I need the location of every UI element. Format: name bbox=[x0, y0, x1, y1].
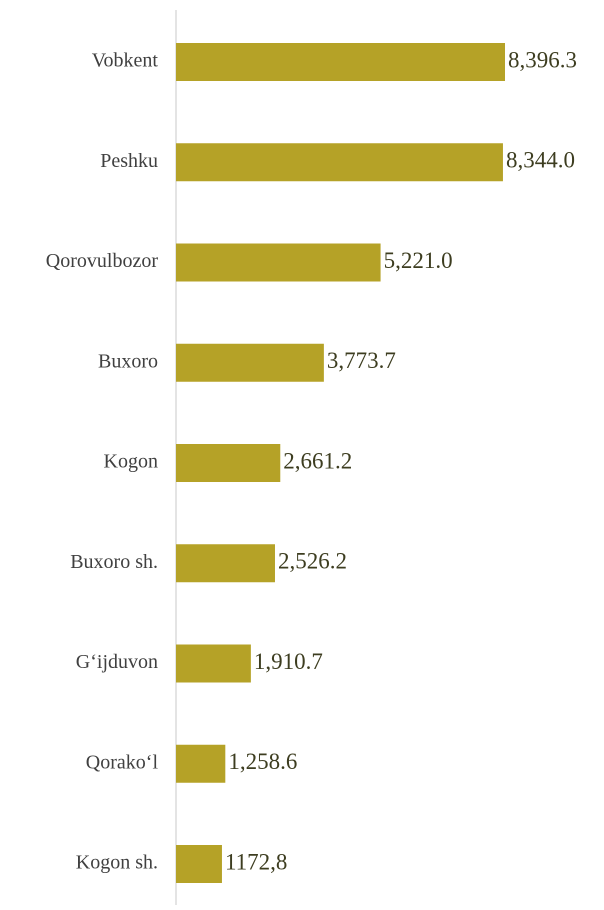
bar bbox=[176, 845, 222, 883]
data-label: 1172,8 bbox=[225, 849, 287, 874]
data-label: 8,344.0 bbox=[506, 148, 575, 173]
category-label: Qorako‘l bbox=[86, 751, 159, 773]
category-label: G‘ijduvon bbox=[76, 651, 158, 673]
bar bbox=[176, 243, 381, 282]
bar bbox=[176, 143, 503, 182]
data-label: 1,910.7 bbox=[254, 649, 323, 674]
data-label: 2,661.2 bbox=[283, 448, 352, 473]
bar bbox=[176, 744, 226, 783]
category-label: Peshku bbox=[100, 150, 158, 172]
data-label: 8,396.3 bbox=[508, 47, 577, 72]
category-label: Buxoro bbox=[98, 350, 158, 372]
data-label: 5,221.0 bbox=[384, 248, 453, 273]
data-label: 3,773.7 bbox=[327, 348, 396, 373]
category-label: Vobkent bbox=[92, 50, 159, 72]
bar bbox=[176, 43, 505, 81]
bar bbox=[176, 343, 324, 382]
data-label: 1,258.6 bbox=[228, 749, 297, 774]
category-label: Qorovulbozor bbox=[46, 250, 159, 272]
bar bbox=[176, 444, 281, 482]
bar bbox=[176, 644, 251, 683]
bar bbox=[176, 544, 275, 583]
data-label: 2,526.2 bbox=[278, 549, 347, 574]
category-label: Buxoro sh. bbox=[70, 551, 158, 573]
category-label: Kogon sh. bbox=[76, 852, 158, 874]
category-label: Kogon bbox=[104, 451, 158, 473]
